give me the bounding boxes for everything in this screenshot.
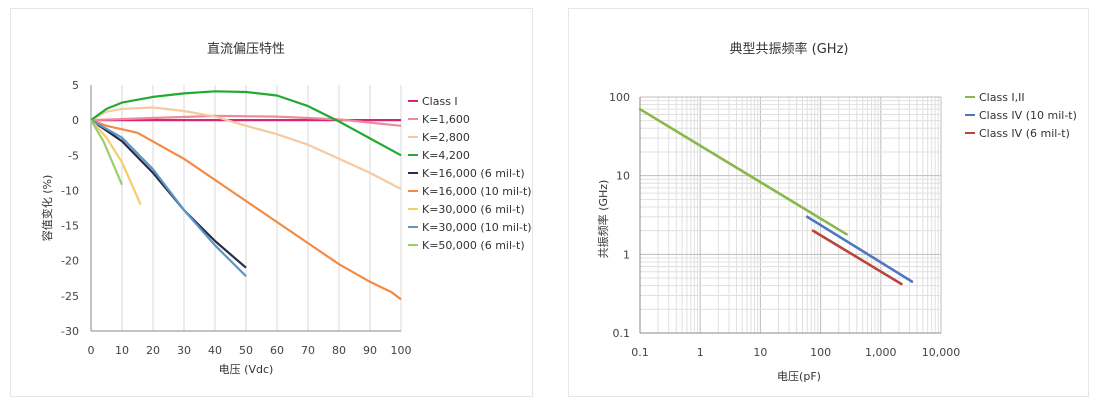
- x-tick-label: 10: [115, 344, 129, 357]
- y-tick-label: 10: [616, 170, 630, 183]
- series-line: [90, 119, 142, 205]
- series-line: [638, 107, 848, 236]
- x-axis-label: 电压(pF): [777, 370, 821, 383]
- legend-entry: K=4,200: [422, 149, 470, 162]
- legend-entry: K=2,800: [422, 131, 470, 144]
- legend-entry: Class IV (10 mil-t): [979, 109, 1077, 122]
- x-axis-label: 电压 (Vdc): [219, 363, 274, 376]
- x-tick-label: 60: [270, 344, 284, 357]
- y-tick-label: 0: [72, 114, 79, 127]
- y-tick-label: -20: [61, 255, 79, 268]
- x-tick-label: 90: [363, 344, 377, 357]
- legend-entry: K=30,000 (6 mil-t): [422, 203, 525, 216]
- y-tick-label: -15: [61, 220, 79, 233]
- y-tick-label: 5: [72, 79, 79, 92]
- series-line: [90, 119, 402, 301]
- legend-entry: K=16,000 (6 mil-t): [422, 167, 525, 180]
- series-line: [90, 119, 124, 186]
- x-tick-label: 0.1: [631, 346, 649, 359]
- y-tick-label: 100: [609, 91, 630, 104]
- series-line: [90, 114, 402, 127]
- series-line: [805, 215, 914, 283]
- x-tick-label: 10: [753, 346, 767, 359]
- x-tick-label: 1,000: [865, 346, 897, 359]
- legend-entry: K=50,000 (6 mil-t): [422, 239, 525, 252]
- x-tick-label: 10,000: [922, 346, 961, 359]
- series-line: [90, 119, 247, 277]
- x-tick-label: 0: [88, 344, 95, 357]
- y-axis-label: 共振频率 (GHz): [596, 180, 610, 259]
- chart-title: 典型共振频率 (GHz): [730, 41, 849, 57]
- x-tick-label: 80: [332, 344, 346, 357]
- y-tick-label: 0.1: [613, 327, 631, 340]
- y-tick-label: -30: [61, 325, 79, 338]
- chart-title: 直流偏压特性: [207, 42, 285, 57]
- x-tick-label: 100: [810, 346, 831, 359]
- legend-entry: Class IV (6 mil-t): [979, 127, 1070, 140]
- x-tick-label: 1: [697, 346, 704, 359]
- x-tick-label: 20: [146, 344, 160, 357]
- legend-entry: K=30,000 (10 mil-t): [422, 221, 532, 234]
- y-tick-label: 1: [623, 248, 630, 261]
- y-tick-label: -5: [68, 149, 79, 162]
- y-tick-label: -10: [61, 184, 79, 197]
- x-tick-label: 70: [301, 344, 315, 357]
- y-axis-label: 容值变化 (%): [40, 175, 54, 242]
- x-tick-label: 100: [391, 344, 412, 357]
- legend-entry: Class I,II: [979, 91, 1025, 104]
- series-line: [90, 119, 247, 269]
- x-tick-label: 40: [208, 344, 222, 357]
- x-tick-label: 50: [239, 344, 253, 357]
- legend-entry: Class I: [422, 95, 458, 108]
- legend-entry: K=16,000 (10 mil-t): [422, 185, 532, 198]
- series-line: [90, 106, 402, 190]
- y-tick-label: -25: [61, 290, 79, 303]
- legend-entry: K=1,600: [422, 113, 470, 126]
- dc-bias-chart-panel: 直流偏压特性 0 10 20 30 40 50 60 70 80 90 100 5 0 -5 -10 -15 -2…: [10, 8, 533, 397]
- series-line: [811, 229, 903, 286]
- resonant-frequency-chart: 典型共振频率 (GHz) 0.1 1 10 100 1,000 10,000 100 10 1 0.…: [596, 41, 1077, 383]
- x-tick-label: 30: [177, 344, 191, 357]
- series-line: [90, 90, 402, 157]
- resonant-frequency-chart-panel: 典型共振频率 (GHz) 0.1 1 10 100 1,000 10,000 100 10 1 0.…: [568, 8, 1089, 397]
